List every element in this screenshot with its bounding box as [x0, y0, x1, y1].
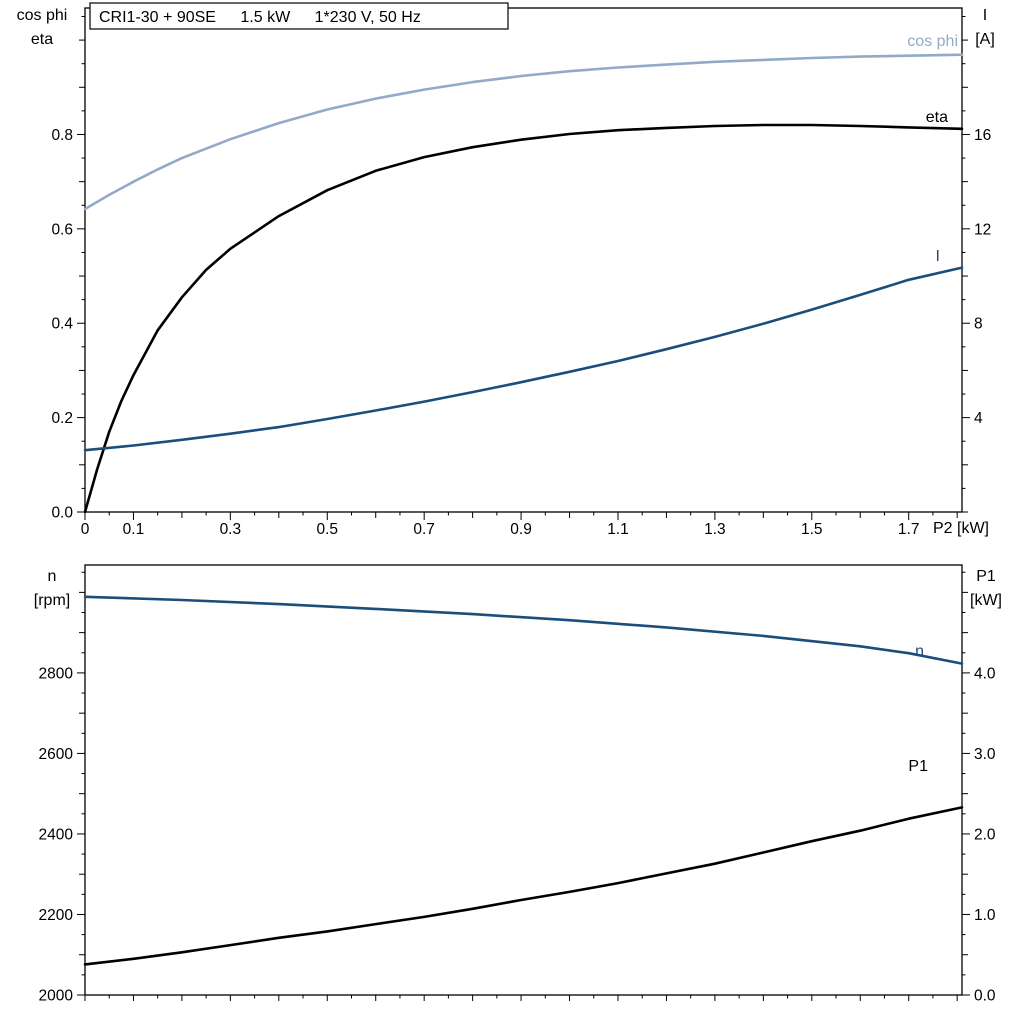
top-left-axis-title-line1: cos phi [17, 7, 68, 24]
left-tick-label: 2800 [39, 665, 74, 682]
x-tick-label: 0.9 [510, 521, 532, 538]
bottom-left-axis-title-line1: n [48, 568, 57, 585]
top-plot-frame [84, 7, 963, 513]
title-box [89, 2, 509, 30]
left-tick-label: 0.6 [51, 221, 73, 238]
top-right-axis-title-line2: [A] [975, 31, 995, 48]
x-tick-label: 0.3 [220, 521, 242, 538]
bottom-curves [83, 595, 964, 966]
left-tick-label: 2200 [39, 907, 74, 924]
curve-label-speed: n [915, 643, 924, 660]
top-left-axis-title-line2: eta [31, 31, 53, 48]
right-tick-label: 16 [974, 127, 991, 144]
right-tick-label: 1.0 [974, 907, 996, 924]
right-tick-label: 4 [974, 410, 983, 427]
title-text: CRI1-30 + 90SE 1.5 kW 1*230 V, 50 Hz [99, 9, 421, 26]
left-tick-label: 2600 [39, 746, 74, 763]
title-power: 1.5 kW [240, 9, 291, 26]
curve-label-current: I [936, 248, 940, 265]
left-tick-label: 2400 [39, 826, 74, 843]
right-tick-label: 0.0 [974, 988, 996, 1005]
x-tick-label: 0.7 [413, 521, 435, 538]
x-tick-label: 0 [81, 521, 90, 538]
right-tick-label: 3.0 [974, 746, 996, 763]
title-supply: 1*230 V, 50 Hz [315, 9, 421, 26]
top-right-axis-title-line1: I [983, 7, 987, 24]
x-tick-label: 0.1 [123, 521, 145, 538]
left-tick-label: 2000 [39, 988, 74, 1005]
curve-label-cos-phi: cos phi [907, 33, 958, 50]
top-chart: 0 0.1 0.3 0.5 0.7 0.9 1.1 1.3 1.5 1.7 0.0 0.2 0.4 0.6… [17, 2, 995, 538]
title-model: CRI1-30 + 90SE [99, 9, 216, 26]
bottom-chart: 2000 2200 2400 2600 2800 0.0 1.0 2.0 3.0 4.0 n [r… [34, 564, 1002, 1005]
top-curves [83, 53, 964, 514]
right-tick-label: 2.0 [974, 826, 996, 843]
bottom-plot-frame [84, 564, 963, 996]
bottom-right-axis-title-line1: P1 [976, 568, 996, 585]
bottom-left-axis-title-line2: [rpm] [34, 592, 70, 609]
bottom-right-axis-title-line2: [kW] [970, 592, 1002, 609]
left-tick-label: 0.2 [51, 410, 73, 427]
curve-cos-phi [83, 53, 964, 211]
curve-label-power: P1 [908, 758, 928, 775]
bottom-axis-tick-labels: 2000 2200 2400 2600 2800 0.0 1.0 2.0 3.0 4.0 [39, 665, 996, 1004]
right-tick-label: 8 [974, 316, 983, 333]
x-tick-label: 1.5 [801, 521, 823, 538]
left-tick-label: 0.4 [51, 316, 73, 333]
curve-eta [83, 123, 964, 514]
x-axis-title: P2 [kW] [933, 520, 989, 537]
x-tick-label: 1.1 [607, 521, 629, 538]
right-tick-label: 12 [974, 221, 991, 238]
x-tick-label: 0.5 [316, 521, 338, 538]
right-tick-label: 4.0 [974, 665, 996, 682]
curve-n [83, 595, 964, 665]
curve-label-eta: eta [926, 109, 948, 126]
curve-i [83, 266, 964, 452]
bottom-axis-ticks [77, 571, 970, 1001]
x-tick-label: 1.7 [898, 521, 920, 538]
x-tick-label: 1.3 [704, 521, 726, 538]
curve-p1 [83, 806, 964, 966]
left-tick-label: 0.0 [51, 505, 73, 522]
top-axis-tick-labels: 0 0.1 0.3 0.5 0.7 0.9 1.1 1.3 1.5 1.7 0.0 0.2 0.4 0.6… [51, 127, 991, 538]
left-tick-label: 0.8 [51, 127, 73, 144]
top-axis-ticks [77, 15, 970, 520]
